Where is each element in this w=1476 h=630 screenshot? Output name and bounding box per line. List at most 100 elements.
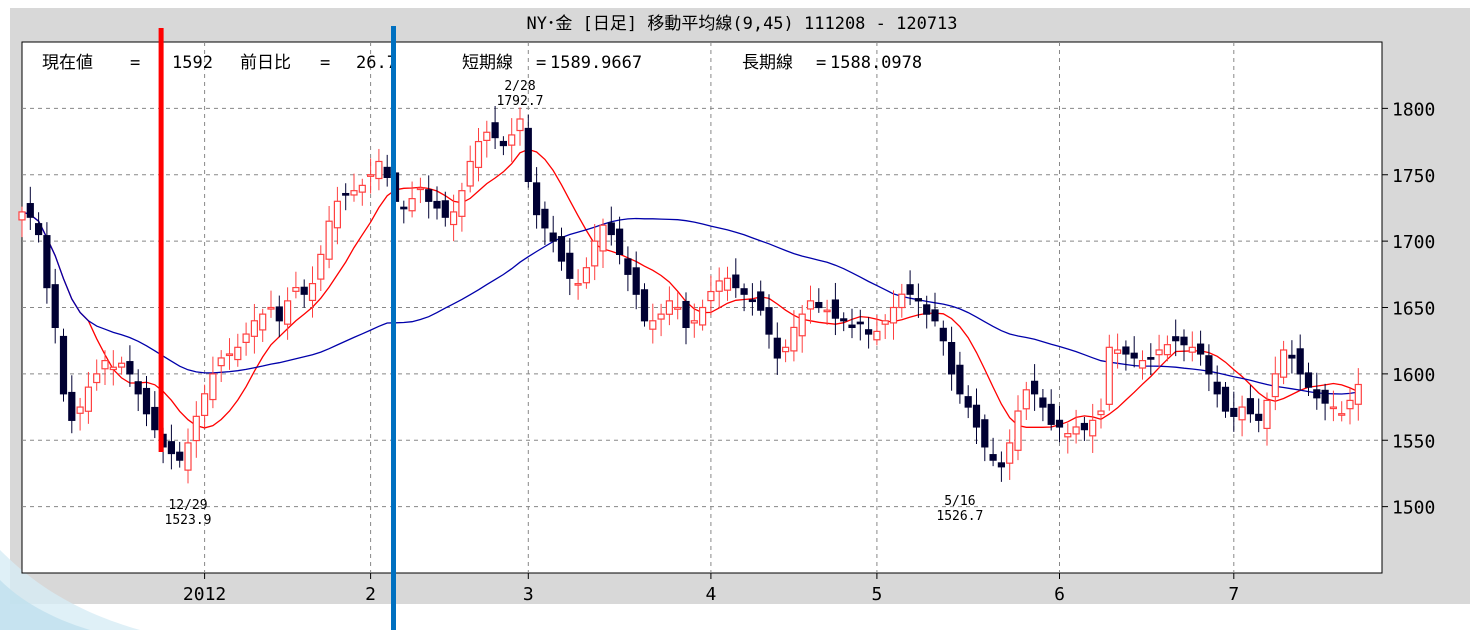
candle-up <box>101 360 109 370</box>
short-value: 1589.9667 <box>550 53 642 73</box>
candle-up <box>109 366 117 371</box>
x-tick-label: 3 <box>523 584 534 605</box>
annotation-value: 1523.9 <box>165 513 212 528</box>
candle-up <box>259 313 267 331</box>
candle-down <box>1288 354 1296 359</box>
y-tick-label: 1650 <box>1392 299 1435 320</box>
annotation-date: 12/29 <box>168 498 207 513</box>
candle-down <box>1230 407 1238 417</box>
candle-up <box>881 320 889 325</box>
candle-down <box>640 289 649 322</box>
candle-up <box>1338 413 1346 416</box>
candle-down <box>59 335 68 395</box>
candle-up <box>798 313 806 337</box>
candle-up <box>1163 344 1172 356</box>
y-tick-label: 1700 <box>1392 232 1435 253</box>
candle-up <box>582 267 591 284</box>
moving-averages <box>21 148 1359 429</box>
candle-up <box>1155 349 1163 356</box>
candle-up <box>707 290 715 302</box>
candle-up <box>117 362 126 368</box>
candle-down <box>1321 389 1329 404</box>
candle-down <box>1221 386 1230 412</box>
change-label: 前日比 <box>240 53 291 73</box>
candle-up <box>674 306 682 310</box>
candle-down <box>773 337 781 359</box>
candle-down <box>1246 398 1255 415</box>
candle-up <box>317 253 325 280</box>
candle-down <box>342 192 350 196</box>
candle-down <box>1196 343 1205 355</box>
candle-down <box>956 364 964 395</box>
candle-up <box>657 313 665 320</box>
candle-down <box>51 284 59 329</box>
candle-down <box>541 208 549 229</box>
chart-title: NY･金 [日足] 移動平均線(9,45) 111208 - 120713 <box>526 14 957 34</box>
candle-down <box>566 252 574 279</box>
long-value: 1588.0978 <box>830 53 922 73</box>
x-tick-label: 7 <box>1228 584 1239 605</box>
candle-up <box>665 300 674 315</box>
candle-up <box>698 306 707 326</box>
candle-down <box>43 235 51 289</box>
candle-down <box>632 267 640 295</box>
candle-up <box>1064 433 1072 438</box>
candle-down <box>989 454 997 461</box>
candle-down <box>1213 381 1221 395</box>
candle-down <box>864 329 873 335</box>
long-eq: = <box>816 53 826 73</box>
candle-up <box>889 306 898 324</box>
candle-down <box>400 206 408 210</box>
annotation-date: 5/16 <box>944 494 975 509</box>
candle-up <box>1329 406 1338 410</box>
candle-up <box>375 160 383 180</box>
candle-down <box>134 381 142 395</box>
candle-up <box>1006 442 1014 464</box>
candle-up <box>408 198 416 212</box>
candle-down <box>740 288 748 295</box>
candle-down <box>176 451 184 461</box>
candle-down <box>1030 380 1039 395</box>
candle-up <box>1138 360 1147 369</box>
candle-up <box>574 283 582 286</box>
candle-up <box>898 293 906 309</box>
candle-up <box>308 283 317 302</box>
change-eq: = <box>320 53 330 73</box>
candle-up <box>458 190 466 217</box>
candle-down <box>524 127 532 182</box>
candle-up <box>1279 349 1288 378</box>
x-tick-label: 2 <box>365 584 376 605</box>
candle-down <box>1180 336 1188 346</box>
candle-down <box>682 300 690 329</box>
long-label: 長期線 <box>742 53 793 73</box>
candle-down <box>1047 403 1055 425</box>
candle-down <box>1313 389 1321 399</box>
candle-up <box>18 211 26 221</box>
candle-up <box>1188 346 1196 353</box>
candle-down <box>1296 348 1304 375</box>
candle-down <box>815 301 823 309</box>
candle-up <box>450 211 458 226</box>
candle-down <box>981 419 989 448</box>
vertical-markers <box>158 26 396 630</box>
candle-down <box>848 324 856 329</box>
candle-up <box>225 353 234 357</box>
candle-up <box>873 330 881 341</box>
candle-down <box>549 232 557 242</box>
candle-down <box>1147 357 1155 360</box>
candle-up <box>1014 410 1022 451</box>
ma-line-9 <box>21 148 1359 429</box>
candle-down <box>441 200 449 218</box>
candle-down <box>732 274 740 289</box>
candle-up <box>1263 399 1271 430</box>
candle-down <box>425 189 433 202</box>
annotation-date: 2/28 <box>504 79 535 94</box>
y-tick-label: 1550 <box>1392 431 1435 452</box>
candle-up <box>184 442 192 471</box>
candle-up <box>1022 389 1030 410</box>
candle-up <box>333 200 341 229</box>
candle-up <box>93 373 101 384</box>
candle-down <box>1130 352 1138 359</box>
candle-up <box>649 320 657 330</box>
